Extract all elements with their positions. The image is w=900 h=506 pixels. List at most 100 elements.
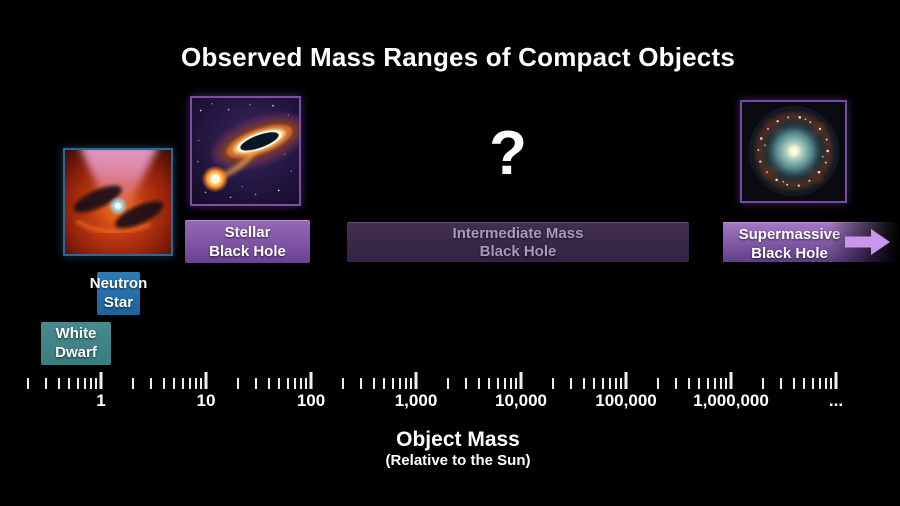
axis-minor-tick [614, 378, 617, 389]
axis-tick-label: 100 [296, 391, 326, 410]
axis-tick-label: 100,000 [595, 391, 657, 410]
axis-minor-tick [593, 378, 596, 389]
axis-minor-tick [803, 378, 806, 389]
axis-minor-tick [719, 378, 722, 389]
neutron-star-image [63, 148, 173, 256]
axis-minor-tick [68, 378, 71, 389]
axis-minor-tick [268, 378, 271, 389]
axis-minor-tick [26, 378, 29, 389]
axis-minor-tick [293, 378, 296, 389]
intermediate-label-line2: Black Hole [479, 243, 557, 260]
axis-tick-label: 1 [96, 391, 106, 410]
neutron-star-label-line2: Star [103, 294, 134, 311]
axis-minor-tick [608, 378, 611, 389]
axis-tick-label: 10 [196, 391, 216, 410]
axis-minor-tick [824, 378, 827, 389]
axis-minor-tick [446, 378, 449, 389]
axis-minor-tick [89, 378, 92, 389]
axis-minor-tick [410, 378, 413, 389]
mass-axis: 1 10 100 1,000 10,000 100,000 1,000,000... [0, 372, 900, 418]
neutron-star-label-line1: Neutron [89, 275, 148, 292]
axis-minor-tick [465, 378, 468, 389]
supermassive-black-hole-image [740, 100, 847, 203]
axis-minor-tick [818, 378, 821, 389]
axis-minor-tick [58, 378, 61, 389]
axis-minor-tick [706, 378, 709, 389]
axis-major-tick [309, 372, 313, 389]
axis-major-tick [414, 372, 418, 389]
intermediate-label-line1: Intermediate Mass [452, 225, 584, 242]
axis-tick-label: ... [828, 391, 844, 410]
axis-minor-tick [360, 378, 363, 389]
stellar-black-hole-label: Stellar Black Hole [185, 220, 310, 263]
axis-minor-tick [131, 378, 134, 389]
axis-title: Object Mass [396, 428, 520, 451]
axis-tick-label: 1,000,000 [693, 391, 769, 410]
axis-minor-tick [725, 378, 728, 389]
axis-minor-tick [83, 378, 86, 389]
axis-minor-tick [299, 378, 302, 389]
axis-minor-tick [305, 378, 308, 389]
axis-minor-tick [656, 378, 659, 389]
axis-minor-tick [341, 378, 344, 389]
axis-minor-tick [761, 378, 764, 389]
axis-minor-tick [194, 378, 197, 389]
axis-tick-label: 1,000 [394, 391, 438, 410]
axis-minor-tick [570, 378, 573, 389]
arrow-right-icon [845, 229, 890, 255]
axis-minor-tick [515, 378, 518, 389]
axis-minor-tick [404, 378, 407, 389]
white-dwarf-label: White Dwarf [41, 322, 111, 365]
axis-minor-tick [200, 378, 203, 389]
axis-major-tick [834, 372, 838, 389]
unknown-range-question-mark: ? [489, 119, 527, 188]
axis-minor-tick [688, 378, 691, 389]
axis-minor-tick [811, 378, 814, 389]
axis-minor-tick [620, 378, 623, 389]
axis-minor-tick [478, 378, 481, 389]
axis-minor-tick [793, 378, 796, 389]
spiral-galaxy-illustration [742, 102, 845, 201]
axis-minor-tick [509, 378, 512, 389]
stellar-black-hole-image [190, 96, 301, 206]
stellar-black-hole-label-line2: Black Hole [209, 243, 286, 260]
axis-minor-tick [236, 378, 239, 389]
stellar-black-hole-label-line1: Stellar [224, 224, 271, 241]
axis-minor-tick [76, 378, 79, 389]
neutron-star-illustration [65, 150, 171, 254]
axis-minor-tick [278, 378, 281, 389]
axis-minor-tick [255, 378, 258, 389]
axis-minor-tick [383, 378, 386, 389]
axis-minor-tick [188, 378, 191, 389]
neutron-star-label: Neutron Star [90, 272, 147, 315]
axis-major-tick [99, 372, 103, 389]
axis-minor-tick [830, 378, 833, 389]
axis-major-tick [204, 372, 208, 389]
axis-minor-tick [150, 378, 153, 389]
axis-tick-label: 10,000 [495, 391, 547, 410]
axis-minor-tick [286, 378, 289, 389]
axis-minor-tick [45, 378, 48, 389]
axis-minor-tick [583, 378, 586, 389]
white-dwarf-label-line1: White [55, 325, 97, 342]
axis-minor-tick [391, 378, 394, 389]
axis-minor-tick [601, 378, 604, 389]
axis-minor-tick [551, 378, 554, 389]
axis-minor-tick [181, 378, 184, 389]
axis-minor-tick [503, 378, 506, 389]
axis-major-tick [729, 372, 733, 389]
axis-minor-tick [488, 378, 491, 389]
axis-subtitle: (Relative to the Sun) [385, 452, 531, 469]
axis-minor-tick [373, 378, 376, 389]
white-dwarf-label-line2: Dwarf [55, 344, 97, 361]
axis-major-tick [624, 372, 628, 389]
intermediate-mass-black-hole-bar: Intermediate Mass Black Hole [347, 222, 689, 262]
axis-minor-tick [713, 378, 716, 389]
axis-minor-tick [698, 378, 701, 389]
axis-minor-tick [173, 378, 176, 389]
axis-minor-tick [95, 378, 98, 389]
axis-minor-tick [675, 378, 678, 389]
axis-major-tick [519, 372, 523, 389]
axis-minor-tick [496, 378, 499, 389]
stellar-black-hole-illustration [192, 98, 299, 204]
